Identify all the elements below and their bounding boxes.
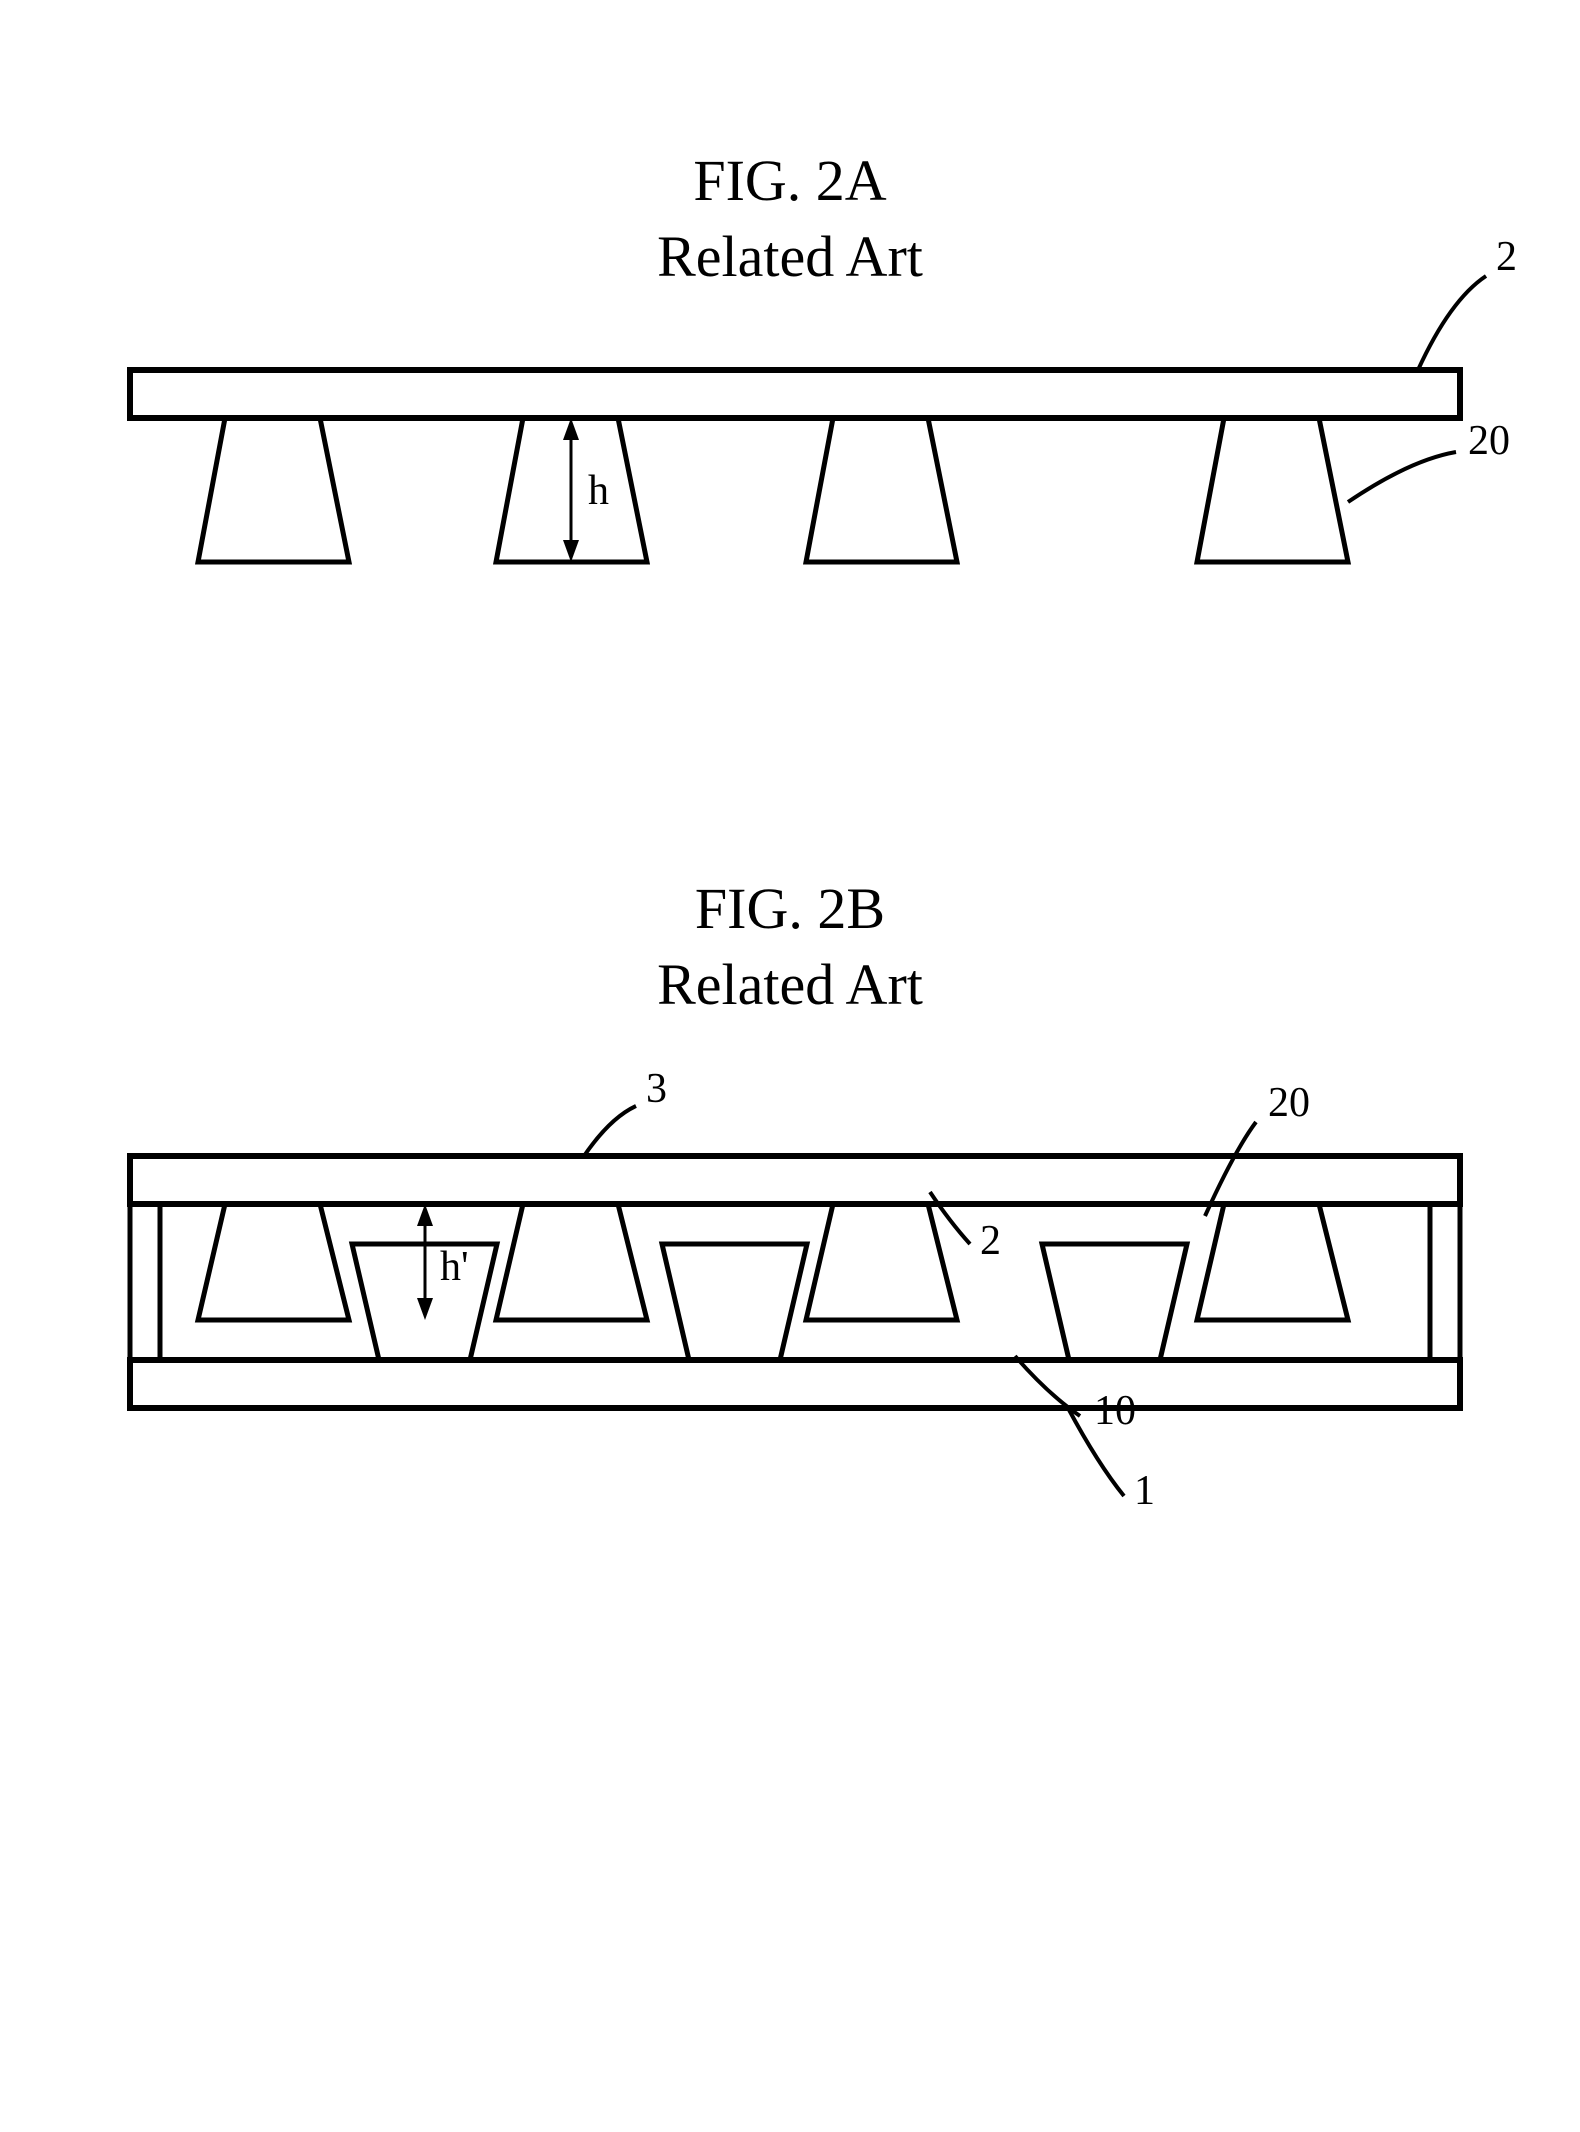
fig2b-ref-10-label: 10 — [1094, 1388, 1136, 1434]
figure-canvas: FIG. 2A Related Art h 2 20 — [0, 0, 1580, 2132]
fig-2b: FIG. 2B Related Art h' — [130, 876, 1460, 1514]
fig2b-ref-20: 20 — [1205, 1080, 1310, 1216]
fig2b-ref-1-label: 1 — [1134, 1468, 1155, 1514]
fig2b-ref-2-label: 2 — [980, 1218, 1001, 1264]
fig2a-title-line1: FIG. 2A — [693, 148, 886, 213]
fig2b-seal-right — [1430, 1204, 1460, 1360]
fig2b-bottom-plate — [130, 1360, 1460, 1408]
fig2b-ref-20-label: 20 — [1268, 1080, 1310, 1126]
fig2a-dim-h-label: h — [588, 468, 609, 514]
fig2b-dim-hprime-label: h' — [440, 1244, 469, 1290]
fig2a-ref-20: 20 — [1348, 418, 1510, 502]
fig2b-dim-hprime: h' — [417, 1204, 469, 1320]
fig2b-bottom-ribs — [352, 1244, 1187, 1360]
fig2a-ref-20-label: 20 — [1468, 418, 1510, 464]
fig2b-title-line1: FIG. 2B — [695, 876, 885, 941]
fig2a-title-line2: Related Art — [657, 224, 923, 289]
fig2a-dim-h: h — [563, 418, 609, 562]
fig2a-barrier-ribs — [198, 418, 1348, 562]
fig2a-plate-2 — [130, 370, 1460, 418]
fig2b-top-plate — [130, 1156, 1460, 1204]
fig2b-title-line2: Related Art — [657, 952, 923, 1017]
fig2b-seal-left — [130, 1204, 160, 1360]
fig2b-ref-3: 3 — [584, 1066, 667, 1156]
fig2b-ref-3-label: 3 — [646, 1066, 667, 1112]
fig-2a: FIG. 2A Related Art h 2 20 — [130, 148, 1517, 562]
fig2a-ref-2-label: 2 — [1496, 234, 1517, 280]
fig2a-ref-2: 2 — [1418, 234, 1517, 370]
